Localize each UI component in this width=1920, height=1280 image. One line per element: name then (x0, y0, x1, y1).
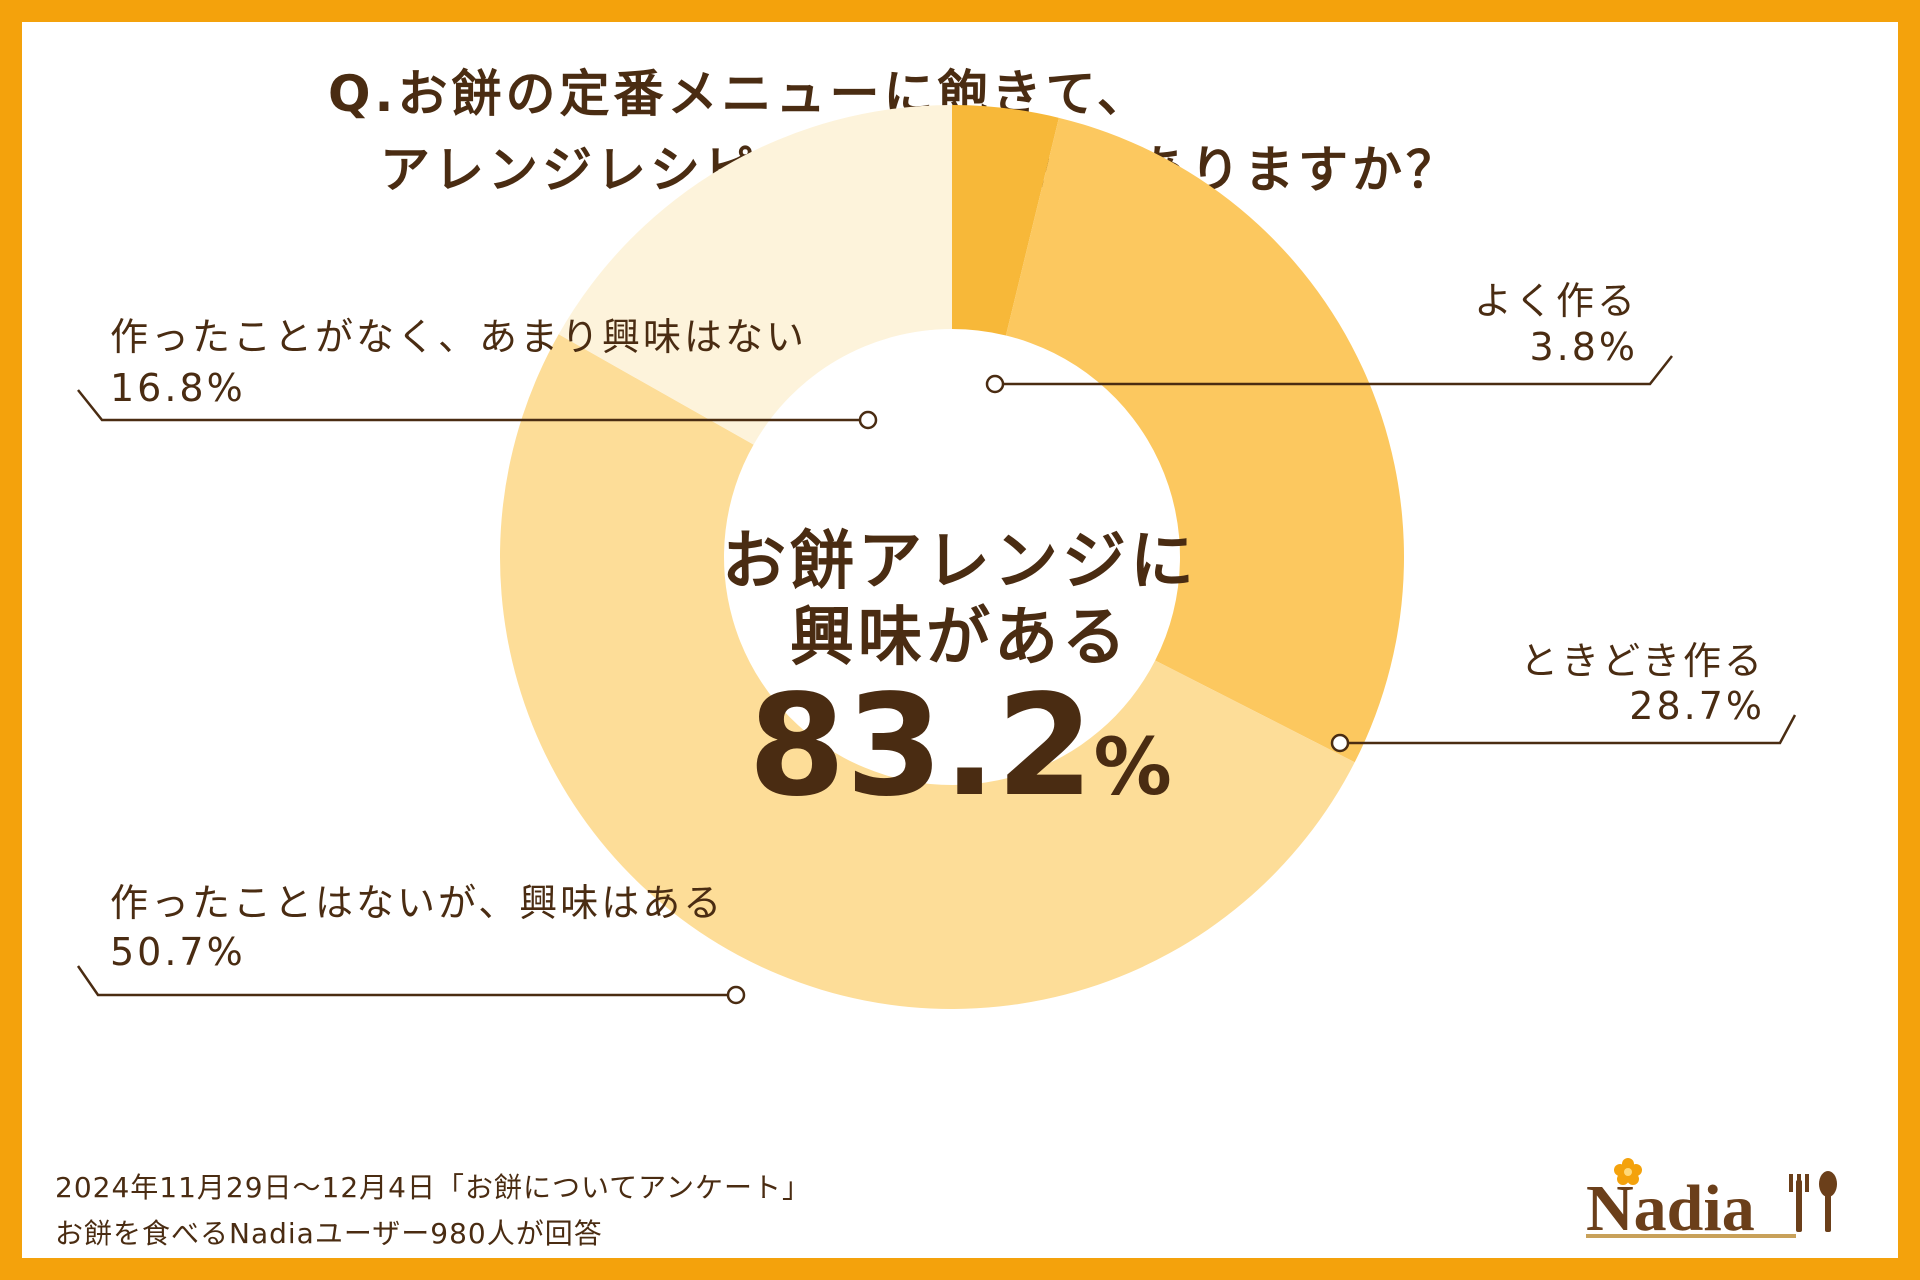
slice-value-3: 16.8% (110, 366, 246, 410)
survey-period-note: 2024年11月29日～12月4日「お餅についてアンケート」 (55, 1171, 812, 1204)
slice-label-3: 作ったことがなく、あまり興味はない (110, 315, 808, 359)
slice-value-2: 50.7% (110, 930, 246, 974)
slice-label-2: 作ったことはないが、興味はある (110, 881, 725, 925)
center-label-line-1: お餅アレンジに (722, 525, 1198, 599)
nadia-logo: Nadia (1586, 1158, 1837, 1240)
logo-wordmark: Nadia (1586, 1172, 1755, 1240)
leader-line-1 (1340, 714, 1797, 745)
survey-respondents-note: お餅を食べるNadiaユーザー980人が回答 (55, 1217, 603, 1250)
center-total-unit: % (1093, 723, 1172, 813)
center-total-number: 83.2 (748, 665, 1094, 828)
fork-icon (1789, 1174, 1809, 1232)
donut-slice-1 (1005, 117, 1405, 763)
leader-lines (76, 355, 1797, 1005)
leader-dot-0 (985, 374, 1005, 394)
leader-line-0 (995, 355, 1673, 386)
leader-dot-1 (1330, 733, 1350, 753)
donut-slice-3 (558, 105, 952, 445)
donut-slice-2 (500, 334, 1355, 1009)
slice-value-0: 3.8% (1529, 325, 1638, 369)
donut-slice-0 (952, 105, 1059, 336)
slice-label-0: よく作る (1473, 279, 1638, 323)
center-label-line-2: 興味がある (790, 601, 1130, 675)
slice-value-1: 28.7% (1629, 684, 1765, 728)
leader-dot-2 (726, 985, 746, 1005)
leader-dot-3 (858, 410, 878, 430)
donut-slices (500, 105, 1405, 1009)
leader-line-3 (77, 389, 868, 422)
center-total-value: 83.2% (0, 672, 1920, 843)
slice-label-1: ときどき作る (1520, 639, 1765, 683)
spoon-icon (1819, 1171, 1837, 1232)
logo-underline (1586, 1234, 1796, 1238)
flower-icon (1614, 1158, 1642, 1185)
leader-line-2 (76, 965, 736, 997)
